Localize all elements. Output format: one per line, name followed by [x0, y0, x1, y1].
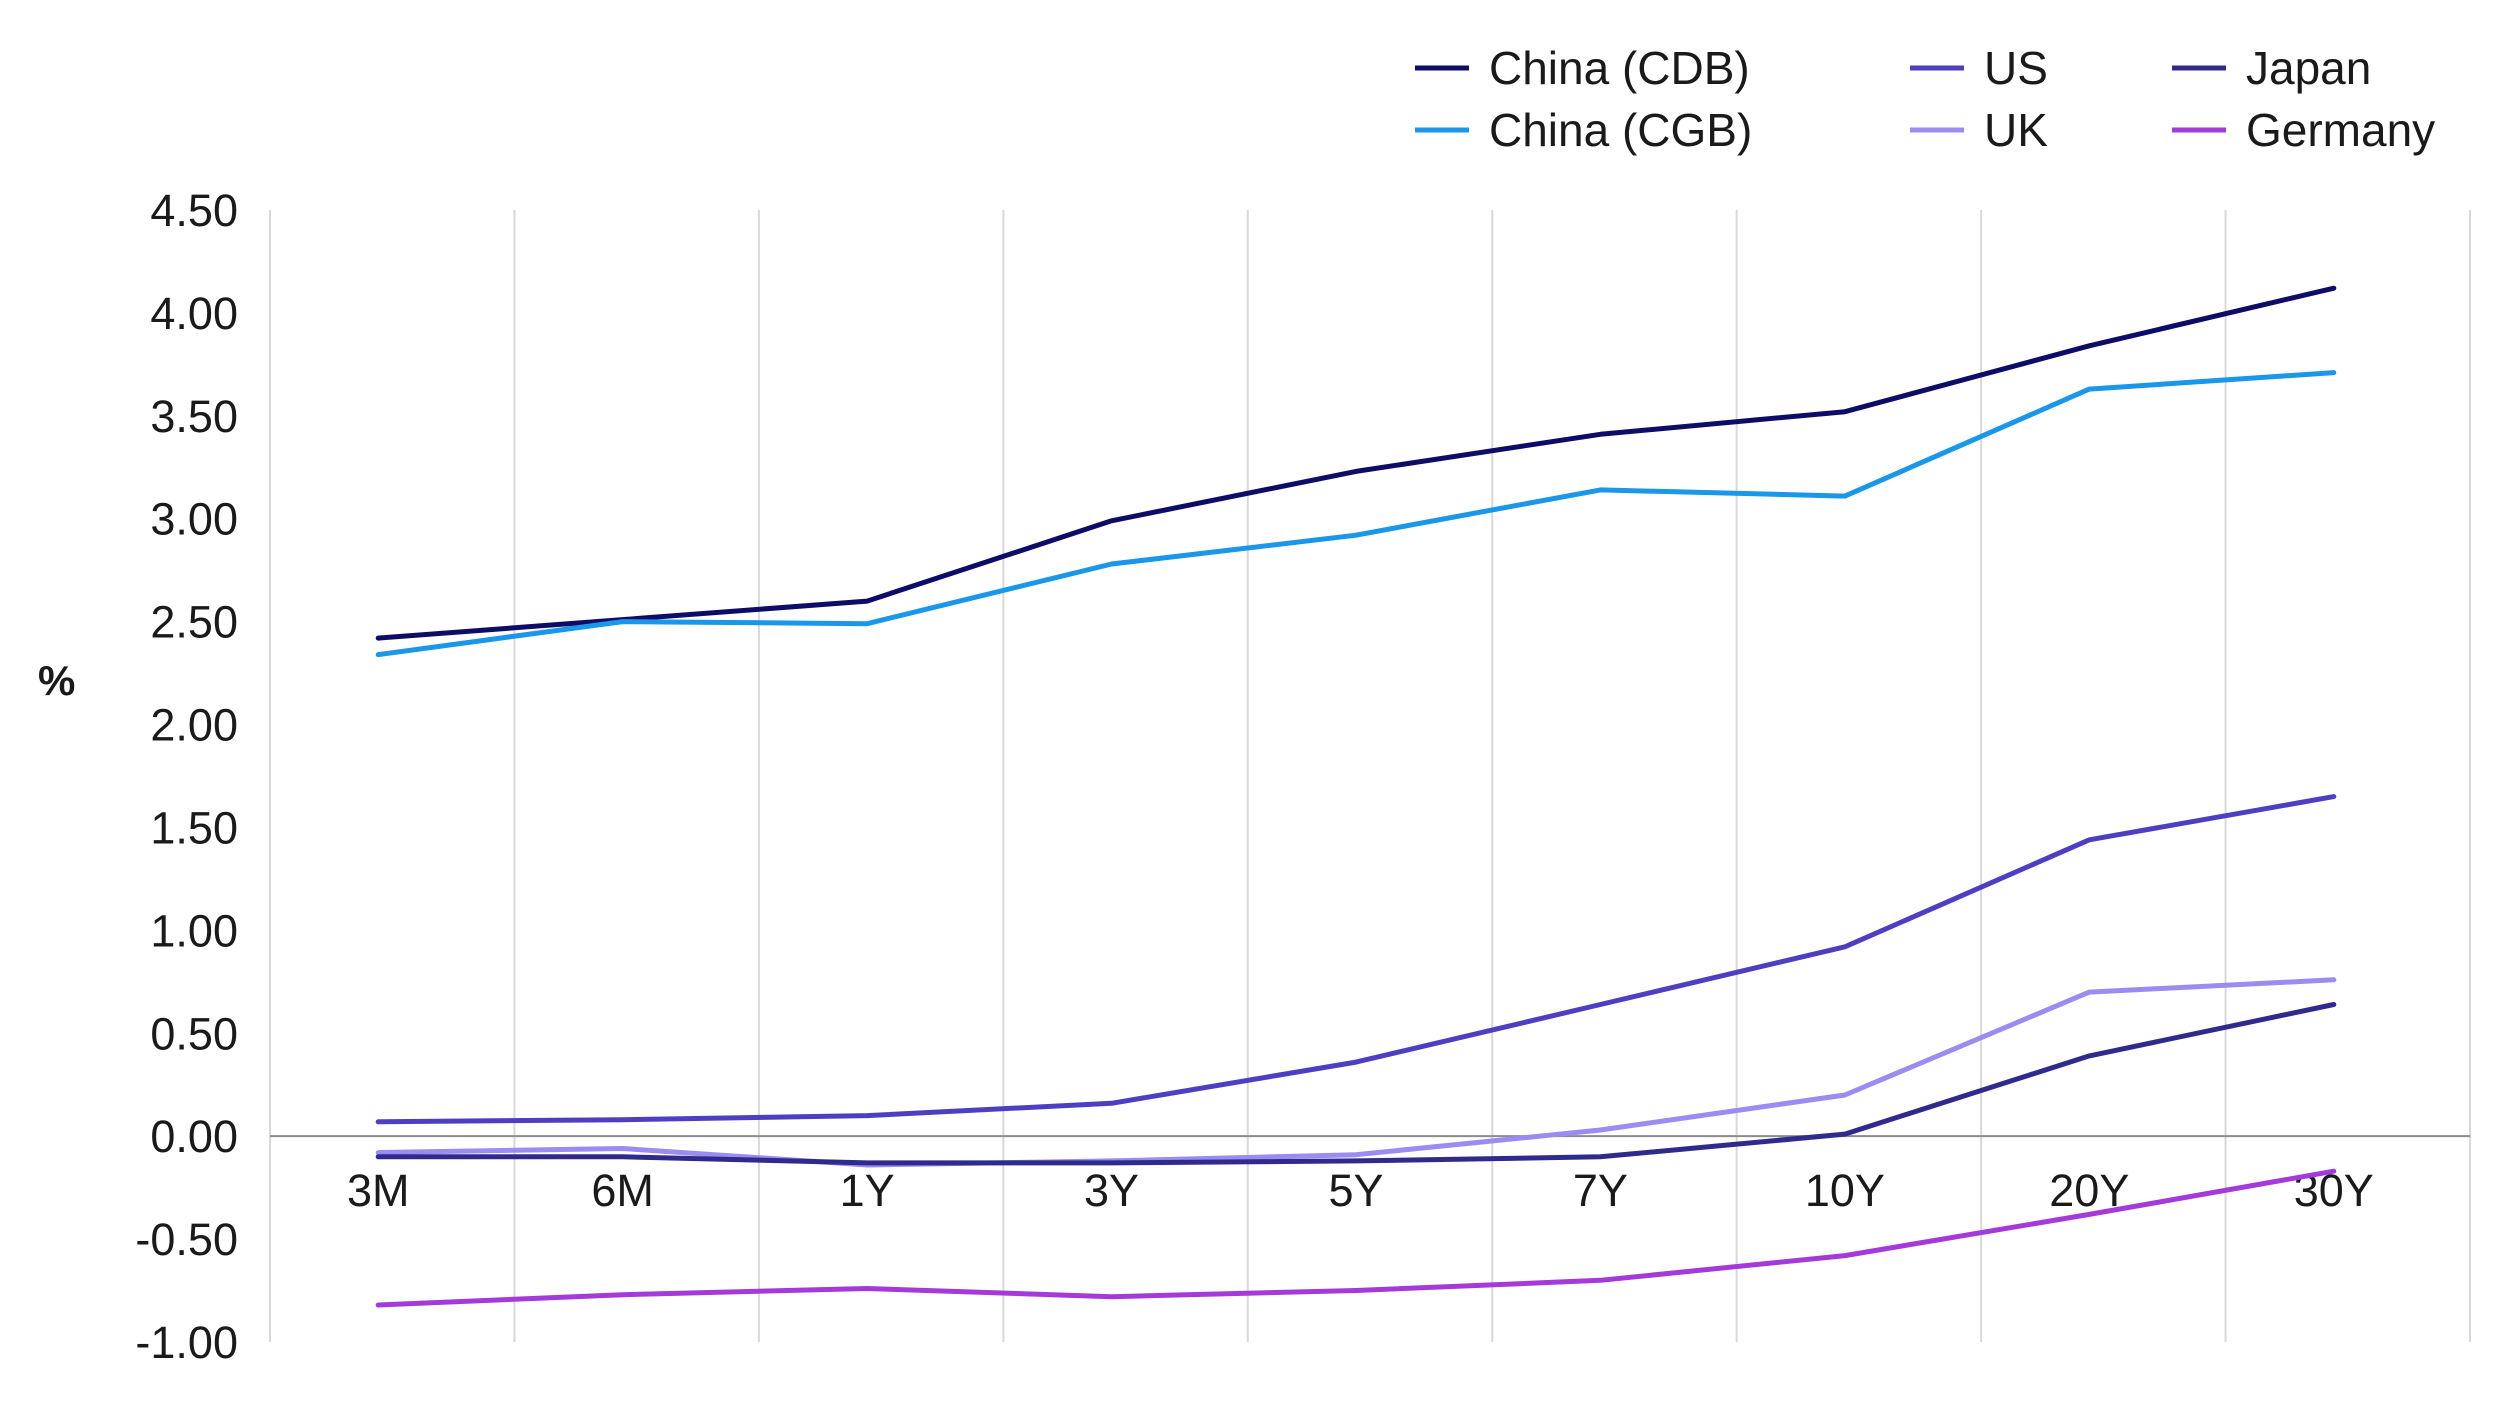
series-line-4 [375, 977, 2337, 1168]
x-tick-label: 6M [591, 1165, 654, 1216]
y-tick-label: 1.00 [150, 905, 238, 956]
series-line-2 [375, 370, 2337, 658]
series-lines [375, 285, 2337, 1308]
series-line-3 [375, 794, 2337, 1125]
x-tick-label: 7Y [1573, 1165, 1628, 1216]
legend-label: China (CDB) [1489, 42, 1750, 94]
y-tick-label: -1.00 [135, 1317, 238, 1368]
y-tick-label: 0.50 [150, 1008, 238, 1059]
y-tick-label: -0.50 [135, 1214, 238, 1265]
y-axis-label: % [38, 657, 75, 704]
y-tick-label: 1.50 [150, 802, 238, 853]
y-tick-label: 2.50 [150, 597, 238, 648]
legend-label: US [1984, 42, 2048, 94]
y-tick-label: 0.00 [150, 1111, 238, 1162]
x-tick-label: 10Y [1805, 1165, 1885, 1216]
gridlines [269, 210, 2471, 1342]
legend-label: Germany [2246, 104, 2435, 156]
legend-label: Japan [2246, 42, 2371, 94]
y-tick-label: 2.00 [150, 700, 238, 751]
y-tick-label: 4.00 [150, 288, 238, 339]
series-line-1 [375, 285, 2337, 641]
legend-label: China (CGB) [1489, 104, 1752, 156]
y-tick-label: 3.50 [150, 391, 238, 442]
y-tick-labels: 4.50 4.00 3.50 3.00 2.50 2.00 1.50 1.00 0.50 0.00… [135, 185, 238, 1368]
x-tick-label: 3M [347, 1165, 410, 1216]
y-tick-label: 3.00 [150, 494, 238, 545]
series-line-6 [375, 1168, 2337, 1308]
x-tick-labels: 3M 6M 1Y 3Y 5Y 7Y 10Y 20Y 30Y [347, 1165, 2374, 1216]
x-tick-label: 3Y [1084, 1165, 1139, 1216]
x-tick-label: 1Y [840, 1165, 895, 1216]
legend: China (CDB) China (CGB) US UK Japan Germany [1415, 42, 2435, 156]
x-tick-label: 5Y [1328, 1165, 1383, 1216]
legend-label: UK [1984, 104, 2048, 156]
series-line-5 [375, 1002, 2337, 1166]
y-tick-label: 4.50 [150, 185, 238, 236]
